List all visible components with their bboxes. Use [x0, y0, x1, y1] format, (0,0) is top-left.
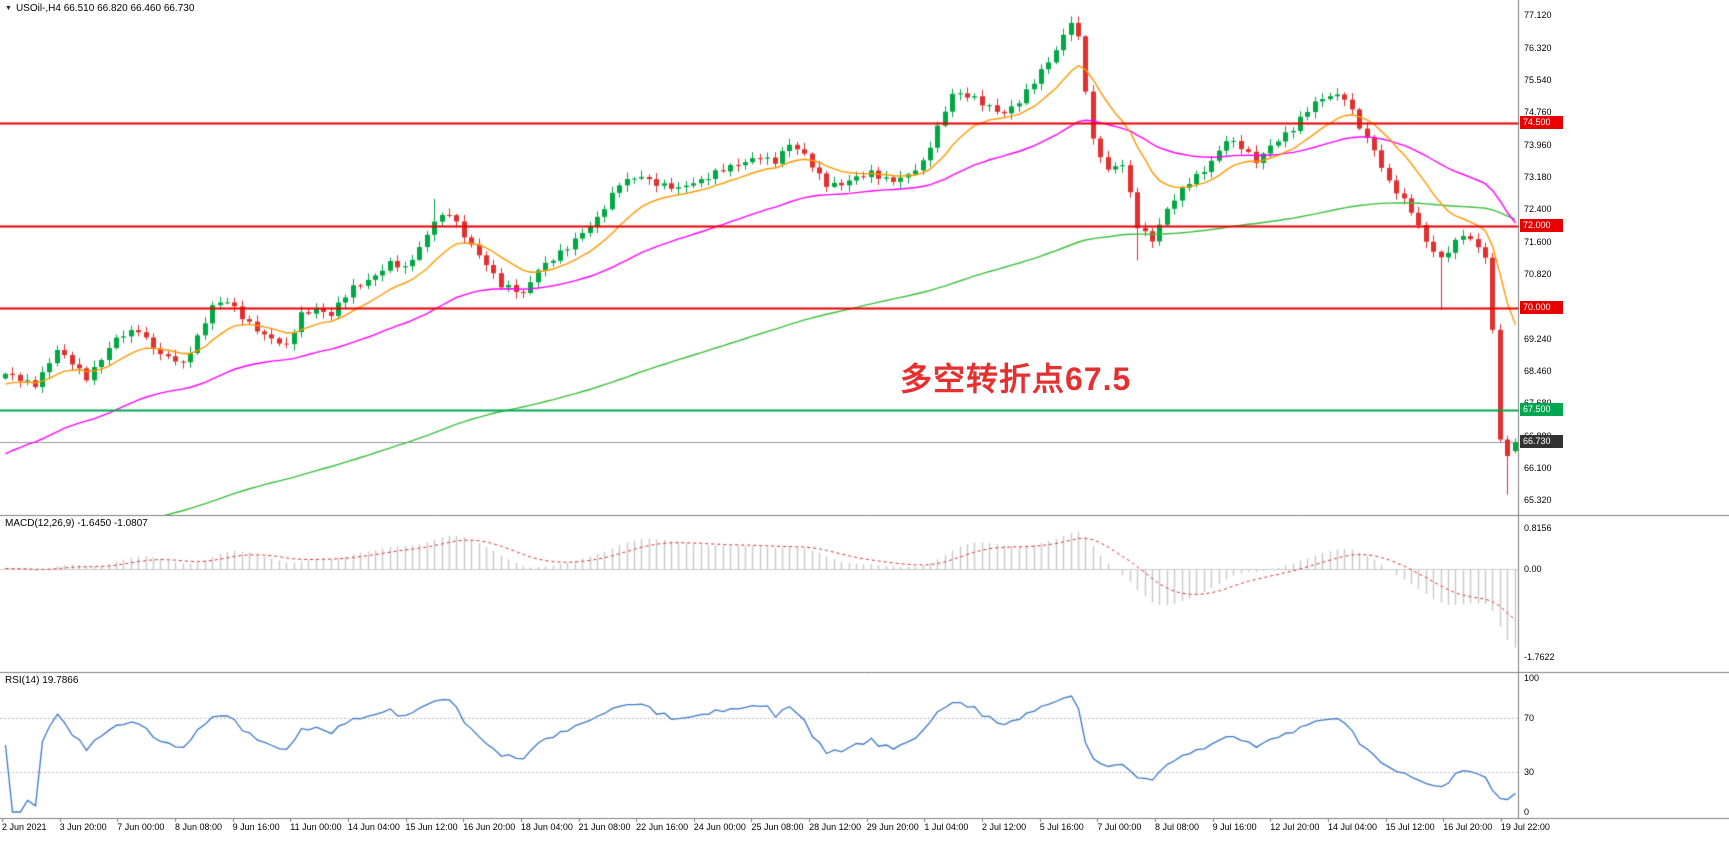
- price-tick: 66.100: [1524, 463, 1552, 473]
- time-label: 9 Jun 16:00: [232, 822, 280, 832]
- time-label: 7 Jun 00:00: [117, 822, 165, 832]
- macd-axis-tick: -1.7622: [1524, 652, 1555, 662]
- time-label: 2 Jun 2021: [2, 822, 47, 832]
- time-label: 24 Jun 00:00: [693, 822, 746, 832]
- time-label: 22 Jun 16:00: [636, 822, 689, 832]
- price-tick: 69.240: [1524, 334, 1552, 344]
- symbol-ohlc-text: USOil-,H4 66.510 66.820 66.460 66.730: [15, 3, 195, 14]
- rsi-axis-tick: 70: [1524, 713, 1535, 723]
- macd-indicator-label: MACD(12,26,9) -1.6450 -1.0807: [5, 518, 148, 529]
- time-label: 15 Jul 12:00: [1385, 822, 1435, 832]
- time-label: 2 Jul 12:00: [982, 822, 1027, 832]
- price-tick: 73.960: [1524, 140, 1552, 150]
- time-label: 12 Jul 20:00: [1270, 822, 1320, 832]
- time-label: 15 Jun 12:00: [405, 822, 458, 832]
- time-label: 14 Jun 04:00: [347, 822, 400, 832]
- current-price-badge: 66.730: [1520, 435, 1563, 448]
- price-line-badge: 74.500: [1520, 116, 1563, 129]
- macd-axis-tick: 0.00: [1524, 564, 1542, 574]
- time-label: 9 Jul 16:00: [1212, 822, 1257, 832]
- rsi-axis-tick: 100: [1524, 673, 1540, 683]
- macd-axis-tick: 0.8156: [1524, 523, 1552, 533]
- time-label: 11 Jun 00:00: [290, 822, 342, 832]
- price-tick: 70.820: [1524, 269, 1552, 279]
- time-label: 16 Jul 20:00: [1443, 822, 1493, 832]
- price-tick: 65.320: [1524, 495, 1552, 505]
- time-label: 18 Jun 04:00: [520, 822, 573, 832]
- price-tick: 75.540: [1524, 75, 1552, 85]
- price-tick: 72.400: [1524, 204, 1552, 214]
- annotation-text: 多空转折点67.5: [900, 361, 1132, 397]
- price-line-badge: 72.000: [1520, 219, 1563, 232]
- price-tick: 74.760: [1524, 107, 1552, 117]
- price-tick: 73.180: [1524, 172, 1552, 182]
- time-label: 5 Jul 16:00: [1039, 822, 1084, 832]
- time-label: 8 Jul 08:00: [1155, 822, 1200, 832]
- rsi-axis-tick: 30: [1524, 767, 1535, 777]
- price-tick: 68.460: [1524, 366, 1552, 376]
- time-label: 19 Jul 22:00: [1500, 822, 1550, 832]
- price-tick: 71.600: [1524, 237, 1552, 247]
- time-label: 16 Jun 20:00: [463, 822, 516, 832]
- rsi-axis-tick: 0: [1524, 807, 1530, 817]
- time-label: 1 Jul 04:00: [924, 822, 969, 832]
- time-label: 8 Jun 08:00: [174, 822, 222, 832]
- price-line-badge: 70.000: [1520, 301, 1563, 314]
- price-tick: 76.320: [1524, 43, 1552, 53]
- time-label: 14 Jul 04:00: [1327, 822, 1377, 832]
- time-label: 21 Jun 08:00: [578, 822, 631, 832]
- rsi-indicator-label: RSI(14) 19.7866: [5, 675, 79, 686]
- time-label: 25 Jun 08:00: [751, 822, 804, 832]
- price-tick: 77.120: [1524, 10, 1552, 20]
- time-label: 3 Jun 20:00: [59, 822, 107, 832]
- price-line-badge: 67.500: [1520, 403, 1563, 416]
- chevron-down-icon: ▼: [5, 4, 12, 12]
- time-label: 29 Jun 20:00: [866, 822, 919, 832]
- symbol-info-bar[interactable]: ▼ USOil-,H4 66.510 66.820 66.460 66.730: [5, 3, 194, 14]
- time-label: 7 Jul 00:00: [1097, 822, 1142, 832]
- time-label: 28 Jun 12:00: [809, 822, 862, 832]
